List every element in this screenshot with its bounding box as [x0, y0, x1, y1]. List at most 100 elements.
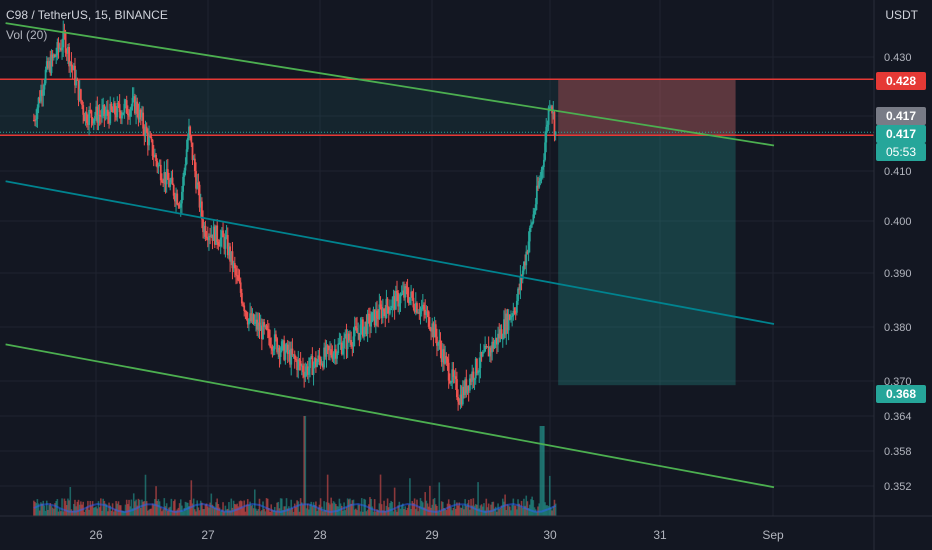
- candle-body: [433, 324, 436, 338]
- volume-bar: [466, 503, 469, 516]
- volume-bar: [477, 482, 479, 516]
- candle-body: [276, 338, 279, 353]
- volume-bar: [170, 498, 173, 516]
- candle-body: [185, 149, 188, 165]
- volume-bar: [163, 498, 166, 516]
- volume-bar: [402, 503, 404, 516]
- volume-bar: [371, 506, 374, 516]
- candle-body: [166, 169, 169, 180]
- candle-body: [286, 344, 289, 355]
- candle-body: [404, 286, 407, 298]
- volume-bar: [322, 511, 324, 516]
- volume-bar: [250, 505, 253, 516]
- candle-body: [280, 341, 283, 351]
- candle-body: [393, 296, 396, 310]
- candle-body: [222, 230, 224, 238]
- volume-bar: [210, 493, 213, 516]
- price-axis-unit[interactable]: USDT: [885, 8, 918, 22]
- candle-body: [540, 169, 543, 178]
- volume-bar: [392, 511, 395, 516]
- volume-bar: [365, 511, 368, 516]
- symbol-title[interactable]: C98 / TetherUS, 15, BINANCE: [6, 8, 168, 22]
- volume-bar: [386, 498, 389, 516]
- candle-body: [102, 104, 105, 110]
- candle-body: [182, 176, 185, 192]
- candle-body: [387, 307, 390, 314]
- volume-bar: [282, 510, 284, 516]
- volume-bar: [38, 510, 41, 516]
- volume-bar: [456, 502, 458, 516]
- volume-bar: [292, 511, 295, 516]
- volume-bar: [152, 504, 155, 516]
- candle-body: [311, 356, 314, 375]
- candle-body: [535, 185, 538, 205]
- candle-body: [131, 97, 134, 107]
- volume-bar: [104, 503, 107, 516]
- candle-body: [319, 359, 322, 365]
- candle-body: [191, 142, 194, 160]
- candle-body: [52, 54, 55, 59]
- candle-body: [547, 107, 550, 125]
- candle-body: [392, 296, 395, 300]
- volume-bar: [438, 482, 441, 516]
- candle-body: [239, 282, 242, 293]
- candle-body: [74, 65, 76, 86]
- candle-body: [192, 158, 195, 160]
- volume-bar: [521, 507, 524, 516]
- volume-bar: [88, 509, 90, 516]
- volume-bar: [404, 506, 407, 516]
- candle-body: [399, 294, 402, 304]
- volume-bar: [469, 509, 471, 516]
- candle-body: [521, 270, 524, 280]
- candle-body: [226, 234, 229, 256]
- candle-body: [110, 103, 113, 110]
- candle-body: [64, 33, 67, 53]
- time-tick-label: 31: [653, 528, 667, 542]
- volume-bar: [58, 508, 61, 516]
- volume-bar: [338, 498, 341, 516]
- price-tick-label: 0.380: [884, 322, 912, 334]
- candle-body: [430, 329, 432, 332]
- volume-bar: [340, 505, 343, 516]
- volume-bar: [204, 504, 207, 516]
- candle-body: [451, 369, 454, 383]
- volume-bar: [358, 504, 361, 516]
- volume-bar: [167, 510, 169, 516]
- volume-bar: [252, 508, 255, 516]
- volume-bar: [511, 504, 513, 516]
- volume-bar: [141, 499, 143, 516]
- candle-body: [111, 109, 114, 113]
- volume-bar: [328, 502, 330, 516]
- candle-body: [459, 394, 462, 405]
- candle-body: [447, 362, 450, 381]
- candle-body: [165, 169, 168, 185]
- candle-body: [137, 113, 140, 120]
- volume-bar: [123, 511, 126, 516]
- volume-bar: [333, 502, 336, 516]
- volume-bar: [230, 498, 233, 516]
- candle-body: [289, 349, 291, 365]
- candle-body: [468, 378, 471, 391]
- candle-body: [282, 340, 284, 342]
- volume-bar: [124, 504, 127, 516]
- volume-bar: [202, 509, 204, 516]
- volume-bar: [377, 510, 379, 516]
- volume-bar: [121, 510, 123, 516]
- candle-body: [94, 116, 96, 119]
- volume-bar: [256, 510, 258, 516]
- candle-body: [266, 329, 269, 331]
- candle-body: [172, 184, 175, 196]
- trend-channel: [5, 22, 775, 489]
- volume-indicator-label[interactable]: Vol (20): [6, 28, 48, 42]
- candle-body: [403, 290, 405, 298]
- candle-body: [257, 322, 260, 330]
- volume-bar: [433, 498, 436, 516]
- volume-bar: [298, 511, 301, 516]
- volume-bar: [352, 499, 355, 516]
- candle-body: [434, 324, 437, 337]
- volume-bar: [524, 505, 526, 516]
- candle-body: [125, 100, 128, 114]
- candle-body: [201, 201, 203, 220]
